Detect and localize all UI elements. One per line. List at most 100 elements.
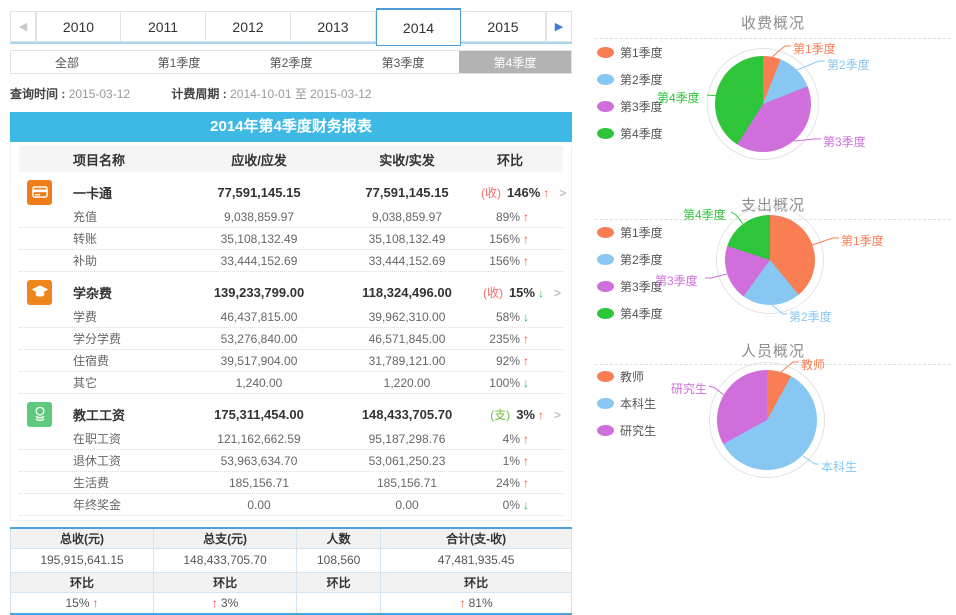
row-name: 充值 [73, 210, 98, 224]
row-receivable: 33,444,152.69 [220, 253, 298, 268]
summary-ratio-header: 环比 [9, 571, 155, 593]
chart-legend: 第1季度 第2季度 第3季度 第4季度 [597, 44, 663, 152]
summary-header: 人数 [296, 527, 382, 549]
legend-label: 本科生 [620, 397, 657, 411]
trend-arrow-icon: ↑ [523, 209, 529, 224]
tab-year-2010[interactable]: 2010 [36, 11, 121, 42]
row-name: 在职工资 [73, 432, 122, 446]
chevron-right-icon[interactable]: > [553, 285, 561, 300]
legend-swatch [597, 254, 614, 265]
expense-tag: (支) [490, 407, 511, 422]
prev-year-arrow-icon[interactable]: ◀ [10, 11, 36, 42]
legend-item[interactable]: 研究生 [597, 422, 656, 439]
trend-arrow-icon: ↑ [92, 595, 99, 610]
personnel-pie-chart[interactable] [717, 370, 817, 470]
row-received: 31,789,121.00 [368, 353, 446, 368]
tab-quarter-1[interactable]: 第1季度 [157, 55, 201, 70]
table-row[interactable]: 一卡通 77,591,145.15 77,591,145.15 (收) 146% ↑… [11, 178, 571, 206]
tab-quarter-4-active[interactable]: 第4季度 [459, 51, 571, 73]
table-row: 学分学费 53,276,840.00 46,571,845.00 235% ↑ [19, 328, 563, 350]
tab-year-2014-active[interactable]: 2014 [376, 8, 461, 46]
table-header-row: 项目名称 应收/应发 实收/实发 环比 [19, 146, 563, 172]
legend-item[interactable]: 第3季度 [597, 98, 663, 115]
legend-item[interactable]: 本科生 [597, 395, 656, 412]
pie-label: 教师 [801, 358, 826, 372]
pie-label: 本科生 [821, 460, 858, 474]
trend-arrow-icon: ↑ [523, 253, 529, 268]
tab-quarter-2[interactable]: 第2季度 [269, 55, 313, 70]
legend-item[interactable]: 第2季度 [597, 71, 663, 88]
billing-period-label: 计费周期 : [171, 87, 227, 101]
legend-swatch [597, 425, 614, 436]
next-year-arrow-icon[interactable]: ▶ [546, 11, 572, 42]
legend-swatch [597, 398, 614, 409]
summary-header: 总支(元) [153, 527, 298, 549]
trend-arrow-icon: ↑ [523, 431, 529, 446]
pie-ring [709, 362, 825, 478]
col-header-ratio: 环比 [496, 152, 523, 168]
ratio-value: 89% [495, 209, 520, 224]
trend-arrow-icon: ↑ [537, 407, 544, 422]
summary-value: 195,915,641.15 [9, 547, 155, 573]
table-row: 其它 1,240.00 1,220.00 100% ↓ [19, 372, 563, 394]
trend-arrow-icon: ↑ [543, 185, 550, 200]
ratio-value: 3% [516, 406, 535, 422]
pie-label: 研究生 [671, 382, 708, 396]
table-row: 生活费 185,156.71 185,156.71 24% ↑ [19, 472, 563, 494]
report-title-banner: 2014年第4季度财务报表 [10, 112, 572, 142]
legend-label: 第3季度 [620, 100, 663, 114]
tab-year-2013[interactable]: 2013 [291, 11, 376, 42]
legend-item[interactable]: 第2季度 [597, 251, 663, 268]
tab-quarter-3[interactable]: 第3季度 [381, 55, 425, 70]
table-row: 转账 35,108,132.49 35,108,132.49 156% ↑ [19, 228, 563, 250]
legend-label: 第1季度 [620, 46, 663, 60]
row-received: 53,061,250.23 [368, 453, 446, 468]
trend-arrow-icon: ↓ [523, 309, 529, 324]
row-receivable: 121,162,662.59 [217, 431, 301, 446]
tab-year-2015[interactable]: 2015 [461, 11, 546, 42]
chart-title-personnel: 人员概况 [740, 343, 805, 360]
legend-item[interactable]: 第1季度 [597, 44, 663, 61]
income-pie-chart[interactable] [715, 56, 811, 152]
section-card: 一卡通 77,591,145.15 77,591,145.15 (收) 146% ↑… [11, 178, 571, 272]
trend-arrow-icon: ↑ [523, 475, 529, 490]
chart-legend: 第1季度 第2季度 第3季度 第4季度 [597, 224, 663, 332]
summary-value: 47,481,935.45 [380, 547, 572, 573]
row-receivable: 53,963,634.70 [220, 453, 298, 468]
legend-item[interactable]: 第4季度 [597, 305, 663, 322]
legend-item[interactable]: 第4季度 [597, 125, 663, 142]
row-receivable: 53,276,840.00 [220, 331, 298, 346]
table-row: 补助 33,444,152.69 33,444,152.69 156% ↑ [19, 250, 563, 272]
table-row[interactable]: 教工工资 175,311,454.00 148,433,705.70 (支) 3%… [11, 400, 571, 428]
pie-label: 第1季度 [793, 42, 836, 56]
quarter-tab-bar: 全部 第1季度 第2季度 第3季度 第4季度 [10, 50, 572, 74]
tab-year-2012[interactable]: 2012 [206, 11, 291, 42]
pie-label: 第2季度 [827, 58, 870, 72]
legend-label: 第4季度 [620, 307, 663, 321]
tab-quarter-all[interactable]: 全部 [54, 55, 79, 70]
row-name: 补助 [73, 254, 98, 268]
section-received: 148,433,705.70 [361, 406, 453, 422]
legend-swatch [597, 308, 614, 319]
ratio-value: 24% [495, 475, 520, 490]
col-header-received: 实收/实发 [379, 152, 435, 168]
pie-ring [716, 206, 824, 314]
legend-item[interactable]: 第1季度 [597, 224, 663, 241]
ratio-value: 92% [495, 353, 520, 368]
legend-item[interactable]: 第3季度 [597, 278, 663, 295]
section-received: 118,324,496.00 [362, 284, 452, 300]
billing-period-value: 2014-10-01 至 2015-03-12 [230, 87, 372, 101]
chevron-right-icon[interactable]: > [559, 185, 567, 200]
legend-swatch [597, 227, 614, 238]
legend-swatch [597, 101, 614, 112]
expense-pie-chart[interactable] [725, 215, 815, 305]
legend-item[interactable]: 教师 [597, 368, 656, 385]
table-row[interactable]: 学杂费 139,233,799.00 118,324,496.00 (收) 15%… [11, 278, 571, 306]
chevron-right-icon[interactable]: > [553, 407, 561, 422]
summary-ratio-value: 15% ↑ [9, 591, 155, 615]
ratio-value: 0% [502, 497, 520, 512]
tab-year-2011[interactable]: 2011 [121, 11, 206, 42]
summary-ratio-value [296, 591, 382, 615]
row-receivable: 35,108,132.49 [220, 231, 298, 246]
row-name: 学费 [73, 310, 98, 324]
